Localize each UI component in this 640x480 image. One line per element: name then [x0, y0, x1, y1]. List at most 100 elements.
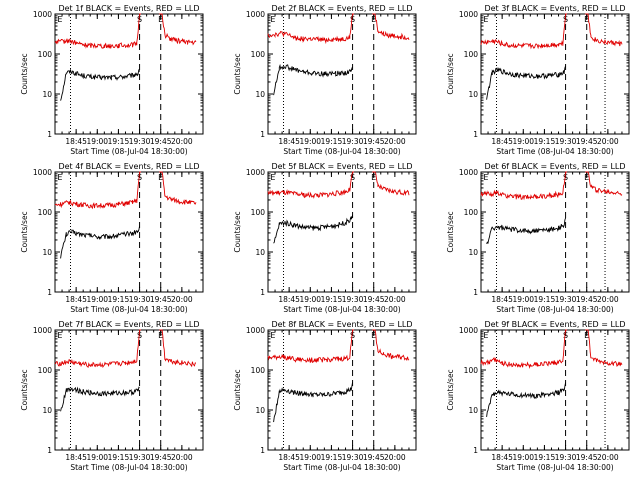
x-tick-label: 20:00: [597, 453, 619, 462]
y-tick-label: 10: [42, 248, 52, 257]
x-tick-label: 18:45: [278, 295, 300, 304]
x-tick-label: 19:15: [534, 137, 556, 146]
x-tick-label: 19:00: [512, 295, 534, 304]
top-marker-label: E: [270, 15, 275, 24]
lld-series-line: [267, 329, 410, 364]
x-tick-label: 19:45: [363, 137, 385, 146]
x-tick-label: 20:00: [597, 137, 619, 146]
detector-panel: Det 3f BLACK = Events, RED = LLD 1 10 100 10…: [446, 4, 630, 156]
plot-area: Det 2f BLACK = Events, RED = LLD 1 10 100 10…: [233, 4, 417, 156]
y-tick-label: 1: [260, 288, 265, 297]
x-tick-label: 19:15: [321, 295, 343, 304]
y-tick-label: 10: [42, 406, 52, 415]
x-tick-label: 19:30: [555, 137, 577, 146]
x-tick-label: 19:30: [555, 453, 577, 462]
x-tick-label: 20:00: [171, 137, 193, 146]
plot-area: Det 4f BLACK = Events, RED = LLD 1 10 100 10…: [20, 162, 204, 314]
y-axis-label: Counts/sec: [446, 211, 455, 252]
lld-series-line: [480, 329, 623, 370]
y-axis-label: Counts/sec: [20, 211, 29, 252]
lld-series-line: [480, 13, 623, 50]
x-tick-label: 20:00: [171, 295, 193, 304]
y-tick-label: 1000: [33, 326, 52, 335]
x-tick-label: 19:15: [108, 295, 130, 304]
axes-frame: [267, 13, 417, 135]
axes-frame: [54, 171, 204, 293]
x-tick-label: 20:00: [384, 137, 406, 146]
top-marker-label: E: [158, 15, 163, 24]
x-axis-label: Start Time (08-Jul-04 18:30:00): [496, 305, 613, 314]
x-axis-label: Start Time (08-Jul-04 18:30:00): [283, 147, 400, 156]
lld-series-line: [54, 171, 197, 210]
x-tick-label: 19:15: [108, 137, 130, 146]
x-tick-label: 19:00: [512, 137, 534, 146]
y-tick-label: 1000: [459, 10, 478, 19]
top-marker-label: S: [563, 331, 568, 340]
x-axis-label: Start Time (08-Jul-04 18:30:00): [70, 305, 187, 314]
y-tick-label: 1: [473, 446, 478, 455]
y-tick-label: 1: [260, 446, 265, 455]
x-tick-label: 19:30: [555, 295, 577, 304]
y-tick-label: 1: [260, 130, 265, 139]
x-tick-label: 19:45: [576, 137, 598, 146]
panel-title: Det 3f BLACK = Events, RED = LLD: [484, 4, 625, 13]
top-marker-label: S: [563, 173, 568, 182]
top-marker-label: S: [350, 331, 355, 340]
y-tick-label: 100: [251, 50, 266, 59]
y-tick-label: 1000: [33, 168, 52, 177]
x-tick-label: 19:00: [299, 453, 321, 462]
y-tick-label: 100: [38, 208, 53, 217]
events-series-line: [273, 214, 354, 244]
x-tick-label: 19:45: [150, 137, 172, 146]
panel-title: Det 6f BLACK = Events, RED = LLD: [484, 162, 625, 171]
y-tick-label: 100: [464, 208, 479, 217]
top-marker-label: E: [57, 331, 62, 340]
y-tick-label: 1: [47, 288, 52, 297]
y-tick-label: 1000: [459, 326, 478, 335]
events-series-line: [486, 217, 567, 244]
lld-series-line: [267, 171, 410, 199]
top-marker-label: S: [350, 173, 355, 182]
y-tick-label: 1000: [246, 326, 265, 335]
panel-title: Det 2f BLACK = Events, RED = LLD: [271, 4, 412, 13]
top-marker-label: E: [270, 173, 275, 182]
detector-panel: Det 8f BLACK = Events, RED = LLD 1 10 100 10…: [233, 320, 417, 472]
x-tick-label: 19:00: [299, 295, 321, 304]
x-axis-label: Start Time (08-Jul-04 18:30:00): [70, 463, 187, 472]
y-tick-label: 1000: [459, 168, 478, 177]
detector-panel: Det 7f BLACK = Events, RED = LLD 1 10 100 10…: [20, 320, 204, 472]
x-tick-label: 18:45: [65, 295, 87, 304]
y-tick-label: 100: [464, 50, 479, 59]
detector-panel: Det 4f BLACK = Events, RED = LLD 1 10 100 10…: [20, 162, 204, 314]
x-tick-label: 18:45: [278, 453, 300, 462]
axes-frame: [54, 13, 204, 135]
x-tick-label: 19:15: [321, 453, 343, 462]
top-marker-label: S: [137, 15, 142, 24]
top-marker-label: E: [270, 331, 275, 340]
y-tick-label: 100: [251, 366, 266, 375]
lld-series-line: [267, 13, 410, 45]
y-tick-label: 10: [468, 90, 478, 99]
detector-panel: Det 2f BLACK = Events, RED = LLD 1 10 100 10…: [233, 4, 417, 156]
x-tick-label: 19:00: [86, 453, 108, 462]
y-tick-label: 10: [468, 248, 478, 257]
x-tick-label: 18:45: [491, 137, 513, 146]
top-marker-label: E: [584, 331, 589, 340]
x-tick-label: 18:45: [65, 137, 87, 146]
x-tick-label: 19:15: [108, 453, 130, 462]
x-tick-label: 18:45: [491, 453, 513, 462]
detector-panel: Det 1f BLACK = Events, RED = LLD 1 10 100 10…: [20, 4, 204, 156]
y-tick-label: 10: [255, 248, 265, 257]
y-axis-label: Counts/sec: [446, 369, 455, 410]
y-tick-label: 100: [38, 366, 53, 375]
axes-frame: [267, 329, 417, 451]
x-tick-label: 19:00: [299, 137, 321, 146]
x-tick-label: 19:30: [342, 137, 364, 146]
x-tick-label: 19:30: [129, 295, 151, 304]
lld-series-line: [54, 13, 197, 49]
x-tick-label: 19:30: [129, 137, 151, 146]
top-marker-label: S: [137, 173, 142, 182]
x-tick-label: 18:45: [65, 453, 87, 462]
events-series-line: [486, 65, 567, 100]
